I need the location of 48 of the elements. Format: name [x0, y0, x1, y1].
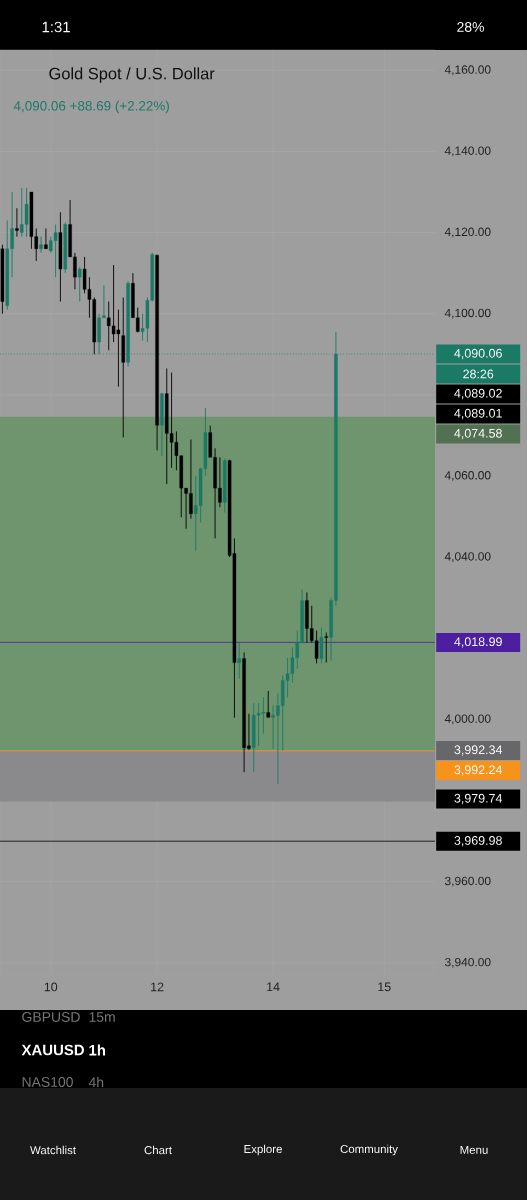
y-tick-label: 3,960.00 [444, 876, 491, 887]
text: XAUUSD [21, 1044, 84, 1056]
band-label: 3,992.34 [454, 745, 503, 756]
text: 3,979.74 [454, 793, 503, 805]
x-tick-label: 10 [44, 982, 58, 992]
candlestick [15, 207, 19, 238]
text: Menu [460, 1146, 488, 1154]
text: 1:31 [42, 21, 70, 33]
candlestick [39, 236, 43, 254]
text: 4,089.02 [454, 388, 502, 400]
x-tick-label: 12 [151, 982, 164, 992]
text: 4,089.01 [454, 408, 502, 420]
band-label: 4,074.58 [454, 428, 502, 440]
text: 4h [88, 1076, 104, 1088]
ref-line-label: 4,090.06 [454, 348, 502, 360]
candlestick [78, 266, 82, 302]
text: GBPUSD [22, 1012, 80, 1022]
text: Chart [144, 1145, 172, 1155]
y-tick-label: 4,120.00 [444, 227, 491, 238]
candlestick [53, 223, 58, 278]
y-tick-label: 4,060.00 [444, 471, 491, 481]
candlestick [319, 627, 324, 664]
candlestick [44, 228, 48, 250]
text: 4,090.06 +88.69 (+2.22%) [13, 100, 169, 114]
ref-line-label: 3,992.24 [454, 765, 503, 776]
text: Gold Spot / U.S. Dollar [49, 67, 215, 83]
text: NAS100 [22, 1077, 73, 1087]
y-tick-label: 4,160.00 [444, 65, 491, 76]
candlestick [24, 187, 29, 238]
x-tick-label: 14 [267, 982, 280, 992]
text: Explore [244, 1144, 282, 1156]
y-tick-label: 4,100.00 [444, 308, 491, 319]
candlestick [266, 690, 270, 718]
text: Community [340, 1144, 398, 1156]
y-tick-label: 4,000.00 [444, 714, 491, 725]
ref-line-label: 4,018.99 [454, 637, 502, 648]
y-tick-label: 4,140.00 [444, 146, 491, 157]
text: 1h [89, 1044, 106, 1056]
text: 15m [89, 1012, 115, 1022]
x-tick-label: 15 [378, 982, 391, 992]
y-tick-label: 3,940.00 [444, 957, 491, 968]
candlestick [237, 641, 241, 680]
text: Watchlist [30, 1145, 76, 1155]
text: 28% [457, 22, 484, 32]
ref-line-label: 3,969.98 [454, 836, 502, 847]
text: 28:26 [463, 369, 494, 379]
y-tick-label: 4,040.00 [444, 552, 491, 563]
candlestick [324, 632, 328, 664]
